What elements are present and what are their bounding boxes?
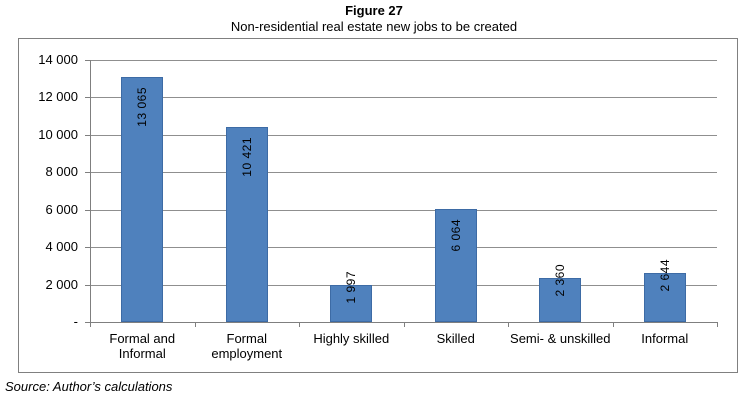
figure-title: Non-residential real estate new jobs to … (230, 19, 518, 34)
chart-frame (18, 38, 738, 373)
figure-label: Figure 27 (345, 3, 403, 18)
source-note: Source: Author’s calculations (5, 379, 173, 394)
